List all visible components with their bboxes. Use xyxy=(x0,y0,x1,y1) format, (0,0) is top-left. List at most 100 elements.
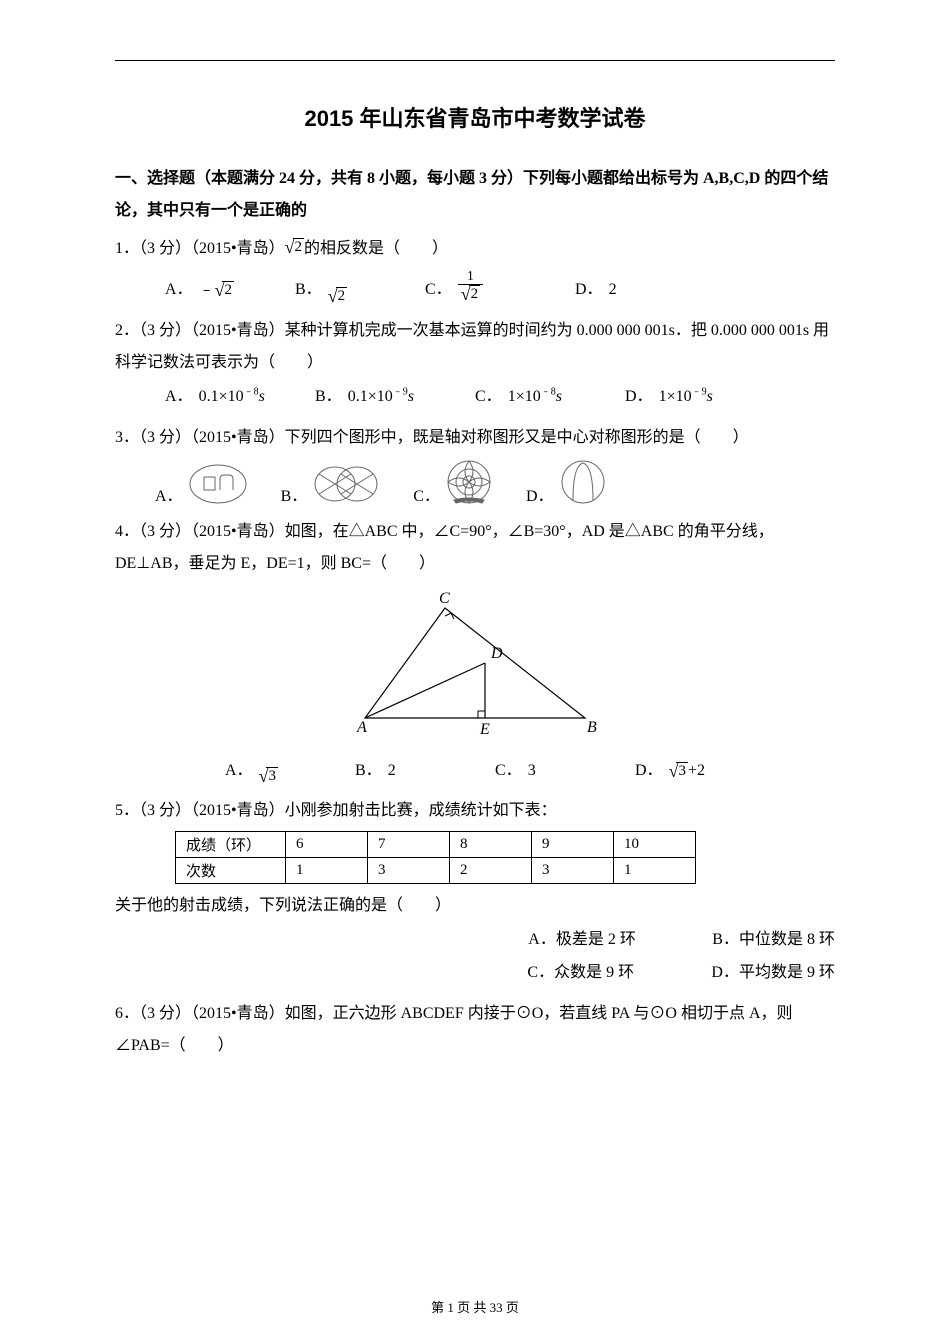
numerator: 1 xyxy=(464,269,477,284)
q1-options: A． ﹣√2 B． √2 C． 1 √2 D． 2 xyxy=(165,269,835,305)
opt-label: D． xyxy=(526,482,554,506)
q3-options: A． B． C． xyxy=(155,458,835,506)
q2-option-D: D． 1×10﹣9s xyxy=(625,383,713,412)
q3-option-B: B． xyxy=(281,462,382,506)
opt-label: B． xyxy=(315,383,342,412)
table-cell: 9 xyxy=(532,832,614,858)
sqrt-icon: √3 xyxy=(259,767,278,785)
q1-stem-pre: 1．（3 分）（2015•青岛） xyxy=(115,240,285,257)
q3-option-C: C． xyxy=(413,458,494,506)
table-row: 次数 1 3 2 3 1 xyxy=(176,858,696,884)
q4-options: A． √3 B． 2 C． 3 D． √3+2 xyxy=(225,757,835,786)
table-cell: 6 xyxy=(286,832,368,858)
q1-option-C: C． 1 √2 xyxy=(425,269,575,305)
table-cell: 7 xyxy=(368,832,450,858)
row2-head: 次数 xyxy=(176,858,286,884)
opt-label: B． xyxy=(281,482,308,506)
opt-value: ﹣√2 xyxy=(199,276,234,305)
section-1-heading: 一、选择题（本题满分 24 分，共有 8 小题，每小题 3 分）下列每小题都给出… xyxy=(115,163,835,227)
opt-label: A． xyxy=(155,482,183,506)
shape-d-icon xyxy=(558,458,608,506)
opt-value: 3 xyxy=(528,757,536,786)
opt-value: 0.1×10﹣8s xyxy=(199,383,265,412)
opt-label: C． xyxy=(413,482,440,506)
question-6: 6．（3 分）（2015•青岛）如图，正六边形 ABCDEF 内接于⊙O，若直线… xyxy=(115,998,835,1062)
table-row: 成绩（环） 6 7 8 9 10 xyxy=(176,832,696,858)
sqrt-icon: √3 xyxy=(669,762,688,780)
vertex-C: C xyxy=(439,590,450,607)
opt-value: 2 xyxy=(388,757,396,786)
denominator: √2 xyxy=(458,284,483,304)
vertex-D: D xyxy=(490,645,503,662)
header-rule xyxy=(115,60,835,61)
q5-options-row1: A．极差是 2 环 B．中位数是 8 环 xyxy=(528,926,835,955)
row1-head: 成绩（环） xyxy=(176,832,286,858)
opt-label: A． xyxy=(165,383,193,412)
q2-option-C: C． 1×10﹣8s xyxy=(475,383,625,412)
q5-options: A．极差是 2 环 B．中位数是 8 环 C．众数是 9 环 D．平均数是 9 … xyxy=(225,926,835,988)
q4-option-D: D． √3+2 xyxy=(635,757,705,786)
vertex-B: B xyxy=(587,719,597,736)
sqrt-icon: √2 xyxy=(328,287,347,305)
question-2: 2．（3 分）（2015•青岛）某种计算机完成一次基本运算的时间约为 0.000… xyxy=(115,315,835,379)
table-cell: 3 xyxy=(532,858,614,884)
q2-options: A． 0.1×10﹣8s B． 0.1×10﹣9s C． 1×10﹣8s D． … xyxy=(165,383,835,412)
opt-value: √3+2 xyxy=(669,757,705,786)
sqrt-icon: √2 xyxy=(285,238,304,256)
table-cell: 3 xyxy=(368,858,450,884)
opt-label: D． xyxy=(625,383,653,412)
q4-option-A: A． √3 xyxy=(225,757,355,786)
question-5-post: 关于他的射击成绩，下列说法正确的是（ ） xyxy=(115,890,835,922)
shape-c-icon xyxy=(444,458,494,506)
table-cell: 1 xyxy=(286,858,368,884)
fraction: 1 √2 xyxy=(458,269,483,305)
opt-label: A． xyxy=(225,757,253,786)
opt-label: C． xyxy=(495,757,522,786)
sqrt-icon: √2 xyxy=(215,281,234,299)
q5-option-D: D．平均数是 9 环 xyxy=(711,959,835,988)
vertex-A: A xyxy=(356,719,367,736)
shape-a-icon xyxy=(187,462,249,506)
q3-option-A: A． xyxy=(155,462,249,506)
paper-title: 2015 年山东省青岛市中考数学试卷 xyxy=(115,101,835,133)
vertex-E: E xyxy=(479,721,490,738)
q5-options-row2: C．众数是 9 环 D．平均数是 9 环 xyxy=(527,959,835,988)
opt-value: √2 xyxy=(328,287,347,305)
q4-option-B: B． 2 xyxy=(355,757,495,786)
opt-label: D． xyxy=(575,276,603,305)
table-cell: 2 xyxy=(450,858,532,884)
sqrt-icon: √2 xyxy=(461,285,480,303)
question-1: 1．（3 分）（2015•青岛）√2的相反数是（ ） xyxy=(115,233,835,265)
exam-page: 2015 年山东省青岛市中考数学试卷 一、选择题（本题满分 24 分，共有 8 … xyxy=(0,0,950,1096)
q1-option-A: A． ﹣√2 xyxy=(165,276,295,305)
question-3: 3．（3 分）（2015•青岛）下列四个图形中，既是轴对称图形又是中心对称图形的… xyxy=(115,422,835,454)
opt-label: B． xyxy=(295,276,322,305)
section-1-heading-text: 一、选择题（本题满分 24 分，共有 8 小题，每小题 3 分）下列每小题都给出… xyxy=(115,170,828,219)
q4-option-C: C． 3 xyxy=(495,757,635,786)
page-footer: 第 1 页 共 33 页 xyxy=(0,1297,950,1316)
q2-option-A: A． 0.1×10﹣8s xyxy=(165,383,315,412)
opt-label: C． xyxy=(425,276,452,305)
opt-value: √3 xyxy=(259,767,278,785)
opt-value: 1 √2 xyxy=(458,269,483,305)
q5-option-C: C．众数是 9 环 xyxy=(527,959,707,988)
question-5-stem: 5．（3 分）（2015•青岛）小刚参加射击比赛，成绩统计如下表： xyxy=(115,795,835,827)
q1-option-B: B． √2 xyxy=(295,276,425,305)
neg-sign: ﹣ xyxy=(199,276,215,305)
q1-stem-post: 的相反数是（ ） xyxy=(304,240,448,257)
radicand: 2 xyxy=(293,238,305,256)
opt-value: 1×10﹣9s xyxy=(659,383,713,412)
opt-value: 1×10﹣8s xyxy=(508,383,562,412)
triangle-figure-icon: A B C D E xyxy=(335,588,615,738)
opt-value: 2 xyxy=(609,276,617,305)
opt-label: D． xyxy=(635,757,663,786)
opt-label: C． xyxy=(475,383,502,412)
opt-label: A． xyxy=(165,276,193,305)
q5-score-table: 成绩（环） 6 7 8 9 10 次数 1 3 2 3 1 xyxy=(175,831,696,884)
q5-option-A: A．极差是 2 环 xyxy=(528,926,708,955)
opt-value: 0.1×10﹣9s xyxy=(348,383,414,412)
q1-option-D: D． 2 xyxy=(575,276,617,305)
opt-label: B． xyxy=(355,757,382,786)
q4-figure: A B C D E xyxy=(115,588,835,743)
q2-option-B: B． 0.1×10﹣9s xyxy=(315,383,475,412)
